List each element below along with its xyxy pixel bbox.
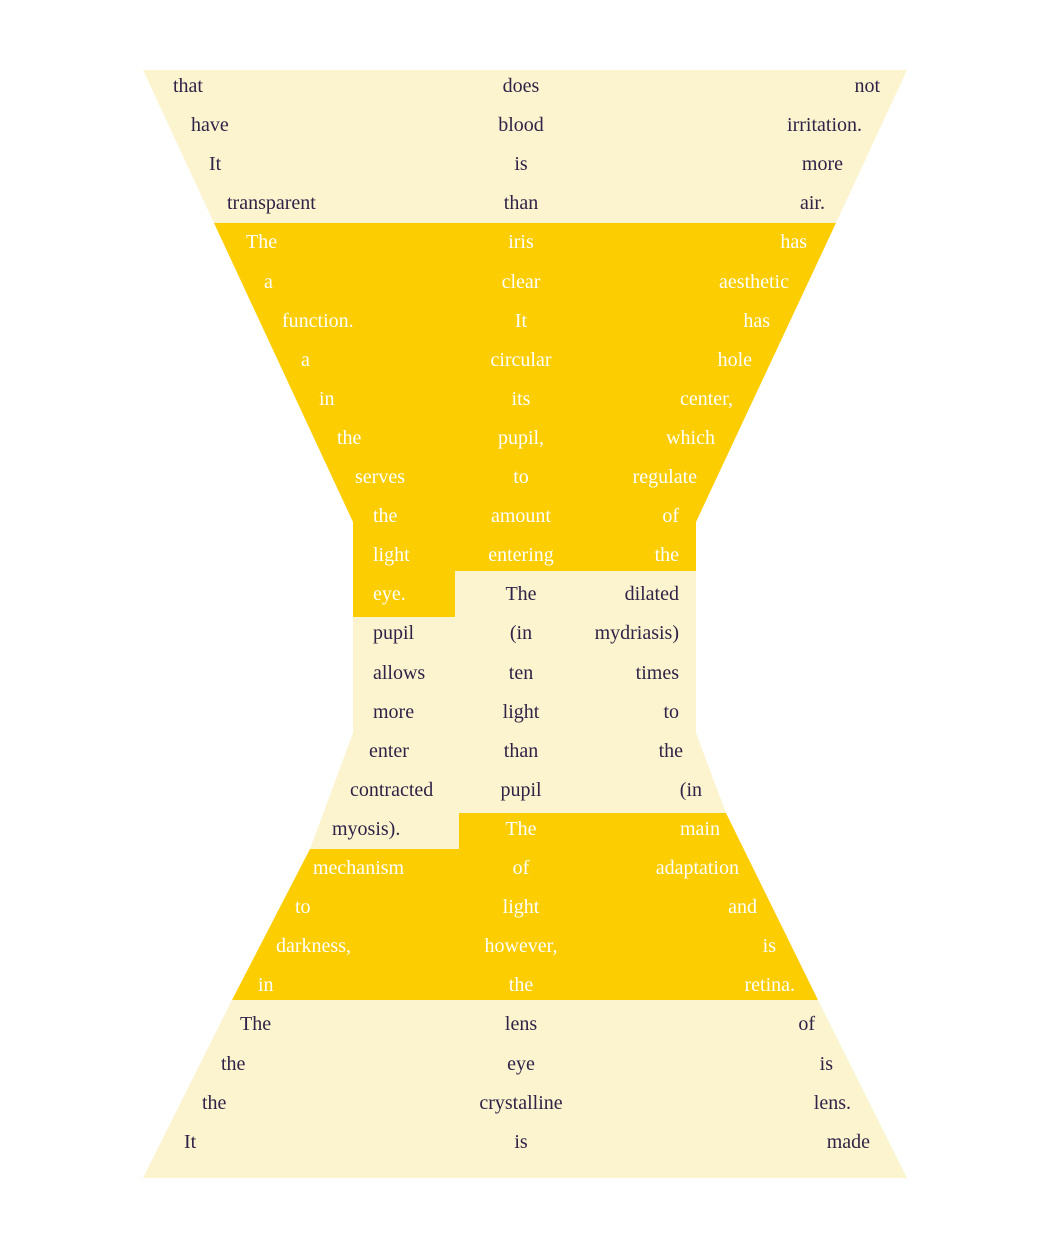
poem-word: regulate <box>632 466 697 488</box>
poem-word: than <box>503 739 539 762</box>
poem-word: of <box>662 505 679 528</box>
poem-word: a <box>264 270 273 293</box>
pale-bottom-band <box>143 1000 907 1178</box>
poem-word: lens <box>504 1013 538 1036</box>
poem-word: myosis). <box>332 817 401 840</box>
gold-upper-band <box>214 223 836 617</box>
poem-word: of <box>512 857 530 879</box>
gold-lower-band <box>232 813 818 1000</box>
poem-word: mydriasis) <box>594 622 679 645</box>
poem-word: in <box>319 387 335 410</box>
poem-word: amount <box>491 505 551 528</box>
poem-word: which <box>666 426 715 449</box>
poem-word: not <box>854 75 880 97</box>
poem-word: ten <box>508 661 534 684</box>
poem-word: the <box>337 426 362 449</box>
poem-word: light <box>373 544 410 567</box>
poem-word: in <box>258 974 274 997</box>
poem-word: irritation. <box>787 114 862 137</box>
poem-word: light <box>502 896 540 919</box>
poem-word: center, <box>679 387 733 410</box>
poem-word: the <box>658 739 683 762</box>
poem-word: the <box>221 1052 246 1075</box>
poem-word: is <box>819 1052 833 1075</box>
poem-word: It <box>209 153 222 176</box>
poem-word: retina. <box>744 974 795 997</box>
poem-word: have <box>191 114 229 137</box>
poem-word: clear <box>501 270 541 293</box>
poem-word: is <box>514 153 528 176</box>
poem-word: (in <box>509 622 533 645</box>
poem-word: the <box>654 544 679 567</box>
poem-word: light <box>502 700 540 723</box>
poem-word: its <box>511 387 531 410</box>
poem-word: however, <box>484 935 558 958</box>
poem-word: transparent <box>227 192 316 215</box>
poem-word: adaptation <box>655 857 739 879</box>
pale-top-band <box>143 70 907 223</box>
pale-middle-band <box>310 571 726 849</box>
poem-word: the <box>202 1091 227 1114</box>
poem-word: lens. <box>813 1091 851 1114</box>
poem-word: is <box>514 1130 528 1153</box>
poem-word: has <box>780 231 807 254</box>
poem-word: mechanism <box>313 857 405 879</box>
poem-word: allows <box>373 661 426 684</box>
poem-word: main <box>680 817 720 840</box>
poem-word: eye. <box>373 583 406 606</box>
poem-word: darkness, <box>276 935 351 958</box>
poem-word: to <box>513 466 529 488</box>
poem-word: aesthetic <box>719 270 789 293</box>
poem-word: enter <box>369 739 409 762</box>
poem-word: dilated <box>624 583 679 606</box>
poem-word: the <box>373 505 398 528</box>
poem-word: to <box>663 700 679 723</box>
poem-word: circular <box>490 348 552 371</box>
poem-word: more <box>373 700 415 723</box>
poem-word: crystalline <box>479 1091 563 1114</box>
poem-word: a <box>301 348 310 371</box>
poem-word: does <box>502 75 540 97</box>
poem-word: function. <box>282 309 354 332</box>
poem-word: blood <box>498 114 544 137</box>
poem-word: eye <box>507 1052 535 1075</box>
poem-word: of <box>798 1013 815 1036</box>
poem-word: is <box>762 935 776 958</box>
poem-word: and <box>728 896 757 919</box>
poem-word: pupil, <box>497 426 545 449</box>
poem-word: (in <box>679 778 702 801</box>
poem-word: The <box>505 817 537 840</box>
poem-word: iris <box>508 231 534 254</box>
poem-word: pupil <box>500 778 542 801</box>
poem-word: contracted <box>350 778 434 801</box>
poem-word: than <box>503 192 539 215</box>
poem-word: air. <box>800 192 825 215</box>
poem-word: made <box>826 1130 870 1153</box>
poem-word: has <box>743 309 770 332</box>
poem-word: that <box>173 75 203 97</box>
poem-word: serves <box>355 466 405 488</box>
poem-word: times <box>635 661 679 684</box>
poem-word: It <box>514 309 528 332</box>
poem-word: The <box>246 231 278 254</box>
poem-word: It <box>184 1130 197 1153</box>
poem-word: entering <box>488 544 554 567</box>
poem-word: The <box>505 583 537 606</box>
poem-word: The <box>240 1013 272 1036</box>
poem-word: more <box>801 153 843 176</box>
poem-word: hole <box>717 348 752 371</box>
poem-word: the <box>508 974 534 997</box>
poem-word: to <box>295 896 311 919</box>
poem-word: pupil <box>373 622 415 645</box>
